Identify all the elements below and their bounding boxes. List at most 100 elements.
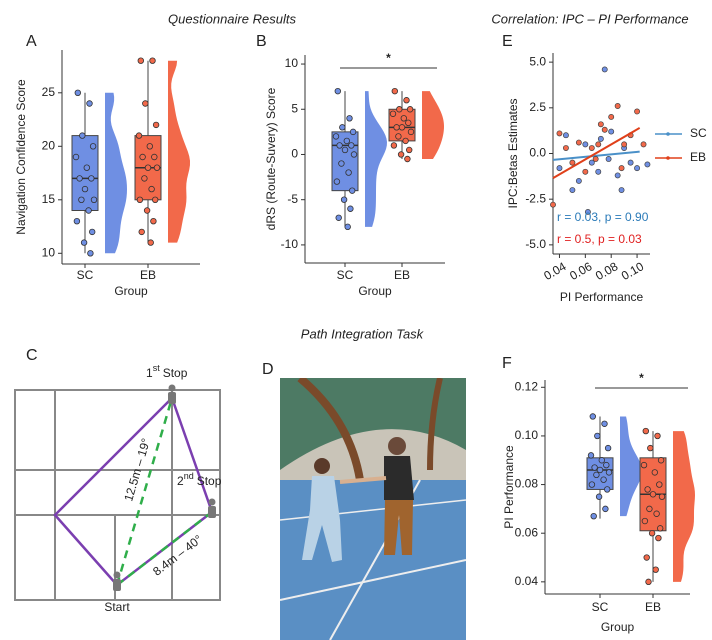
annotation: r = 0.03, p = 0.90 xyxy=(557,210,649,224)
y-tick-label: -10 xyxy=(281,237,299,251)
point xyxy=(145,165,151,171)
room-outline xyxy=(15,390,220,600)
violin xyxy=(673,431,695,582)
heading: Path Integration Task xyxy=(301,326,425,341)
annotation: r = 0.5, p = 0.03 xyxy=(557,232,642,246)
violin xyxy=(168,61,190,243)
violin xyxy=(105,93,127,254)
x-tick-label: EB xyxy=(140,268,156,282)
point xyxy=(91,197,97,203)
point xyxy=(154,165,160,171)
point xyxy=(396,134,402,140)
stop-suffix: nd xyxy=(184,471,194,481)
point xyxy=(606,470,612,476)
point xyxy=(597,467,603,473)
point xyxy=(596,142,601,147)
point xyxy=(397,106,403,112)
point xyxy=(334,179,340,185)
point xyxy=(390,111,396,117)
point xyxy=(649,530,655,536)
point xyxy=(602,421,608,427)
y-tick-label: 10 xyxy=(285,56,299,70)
panel-letter: D xyxy=(262,361,274,378)
point xyxy=(89,176,95,182)
point xyxy=(550,202,555,207)
heading: Questionnaire Results xyxy=(168,11,296,26)
point xyxy=(341,197,347,203)
x-tick-label: 0.08 xyxy=(593,259,621,283)
x-tick-label: 0.10 xyxy=(619,259,647,283)
point xyxy=(150,58,156,64)
y-axis-label: Navigation Confidence Score xyxy=(14,79,28,235)
y-tick-label: 20 xyxy=(42,138,56,152)
point xyxy=(149,186,155,192)
point xyxy=(593,156,598,161)
panel-letter: E xyxy=(502,33,513,50)
point xyxy=(648,445,654,451)
point xyxy=(136,133,142,139)
point xyxy=(394,125,400,131)
x-tick-label: SC xyxy=(77,268,94,282)
point xyxy=(615,103,620,108)
stop-label: 1stStop xyxy=(146,363,188,380)
point xyxy=(655,433,661,439)
y-tick-label: 0.0 xyxy=(529,146,546,160)
panel-letter: F xyxy=(502,355,512,372)
point xyxy=(594,472,600,478)
point xyxy=(647,506,653,512)
point xyxy=(601,477,607,483)
point xyxy=(407,106,413,112)
point xyxy=(339,161,345,167)
point xyxy=(408,129,414,135)
point xyxy=(583,142,588,147)
point xyxy=(604,487,610,493)
point xyxy=(589,145,594,150)
heading: Correlation: IPC – PI Performance xyxy=(491,11,688,26)
point xyxy=(602,127,607,132)
point xyxy=(598,122,603,127)
point xyxy=(336,215,342,221)
point xyxy=(340,125,346,131)
y-tick-label: 0.06 xyxy=(515,525,539,539)
start-label: Start xyxy=(104,600,130,614)
point xyxy=(605,445,611,451)
point xyxy=(342,147,348,153)
point xyxy=(152,154,158,160)
point xyxy=(77,176,83,182)
point xyxy=(557,166,562,171)
y-tick-label: 0.12 xyxy=(515,379,539,393)
point xyxy=(143,101,149,107)
point xyxy=(658,457,664,463)
x-tick-label: SC xyxy=(592,600,609,614)
point xyxy=(337,143,343,149)
point xyxy=(79,197,85,203)
point xyxy=(137,197,143,203)
point xyxy=(576,178,581,183)
point xyxy=(346,170,352,176)
violin xyxy=(365,91,387,227)
point xyxy=(628,160,633,165)
point xyxy=(147,144,153,150)
point xyxy=(139,229,145,235)
point xyxy=(351,152,357,158)
point xyxy=(606,156,611,161)
point xyxy=(557,131,562,136)
point xyxy=(634,109,639,114)
point xyxy=(603,506,609,512)
point xyxy=(576,140,581,145)
point xyxy=(84,165,90,171)
x-axis-label: Group xyxy=(114,284,148,298)
point xyxy=(659,494,665,500)
panel-letter: B xyxy=(256,33,267,50)
point xyxy=(592,465,598,471)
stop-suffix: st xyxy=(153,363,161,373)
point xyxy=(401,116,407,122)
point xyxy=(609,129,614,134)
point xyxy=(653,567,659,573)
legend-marker xyxy=(666,156,670,160)
point xyxy=(82,186,88,192)
point xyxy=(74,218,80,224)
point xyxy=(654,511,660,517)
y-axis-label: PI Performance xyxy=(502,445,516,529)
point xyxy=(619,187,624,192)
